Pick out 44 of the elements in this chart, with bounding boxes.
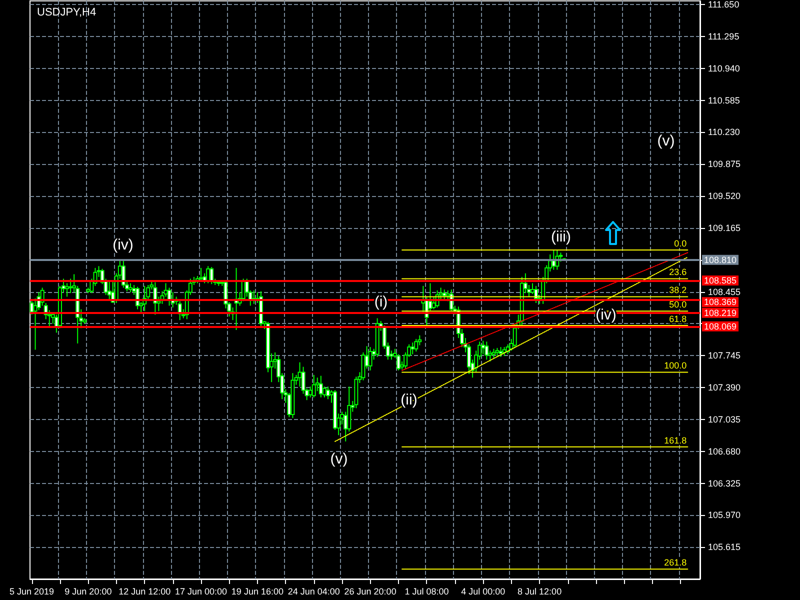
y-tick-label: 109.165 bbox=[708, 222, 741, 233]
x-tick-label: 12 Jun 12:00 bbox=[118, 586, 171, 596]
y-tick-label: 105.615 bbox=[708, 542, 741, 552]
series-label: 50.0 bbox=[669, 300, 687, 310]
series-label: 38.2 bbox=[669, 285, 687, 296]
y-tick-label: 110.940 bbox=[708, 63, 740, 74]
ref-line-label: 108.069 bbox=[704, 321, 737, 332]
ref-line-label: 108.810 bbox=[704, 254, 737, 265]
ref-line-label: 108.585 bbox=[704, 276, 737, 286]
y-tick-label: 109.520 bbox=[708, 191, 741, 201]
x-tick-label: 17 Jun 00:00 bbox=[175, 586, 228, 596]
y-tick-label: 111.295 bbox=[708, 31, 740, 42]
x-tick-label: 4 Jul 00:00 bbox=[461, 586, 506, 596]
y-tick-label: 106.680 bbox=[708, 446, 741, 456]
x-tick-label: 1 Jul 08:00 bbox=[404, 586, 449, 596]
ref-line-label: 108.369 bbox=[704, 297, 737, 308]
y-tick-label: 109.875 bbox=[708, 159, 741, 170]
x-tick-label: 26 Jun 20:00 bbox=[344, 586, 396, 596]
series-label: 100.0 bbox=[664, 360, 687, 371]
annotation: (v) bbox=[330, 450, 348, 468]
annotation: (iii) bbox=[551, 228, 571, 246]
x-tick-label: 24 Jun 04:00 bbox=[288, 586, 340, 596]
y-tick-label: 107.035 bbox=[708, 414, 741, 424]
series-label: 0.0 bbox=[674, 238, 687, 248]
x-tick-label: 9 Jun 20:00 bbox=[64, 586, 112, 596]
x-tick-label: 5 Jun 2019 bbox=[9, 586, 54, 596]
y-tick-label: 108.455 bbox=[708, 286, 741, 297]
series-label: 23.6 bbox=[669, 267, 687, 278]
y-tick-label: 107.745 bbox=[708, 350, 741, 361]
y-tick-label: 110.230 bbox=[708, 127, 740, 138]
y-tick-label: 111.650 bbox=[708, 0, 740, 10]
x-tick-label: 8 Jul 12:00 bbox=[518, 586, 562, 596]
y-tick-label: 107.390 bbox=[708, 382, 741, 392]
series-label: 61.8 bbox=[669, 314, 687, 324]
y-tick-label: 106.325 bbox=[708, 478, 741, 488]
series-label: 161.8 bbox=[664, 435, 687, 446]
text: USDJPY,H4 bbox=[37, 6, 96, 18]
annotation: (v) bbox=[657, 132, 675, 150]
annotation: (iv) bbox=[112, 236, 134, 254]
y-tick-label: 110.585 bbox=[708, 95, 740, 106]
x-tick-label: 19 Jun 16:00 bbox=[231, 586, 284, 596]
ref-line-label: 108.219 bbox=[704, 308, 737, 318]
series-label: 261.8 bbox=[664, 558, 687, 568]
y-tick-label: 105.970 bbox=[708, 510, 741, 520]
